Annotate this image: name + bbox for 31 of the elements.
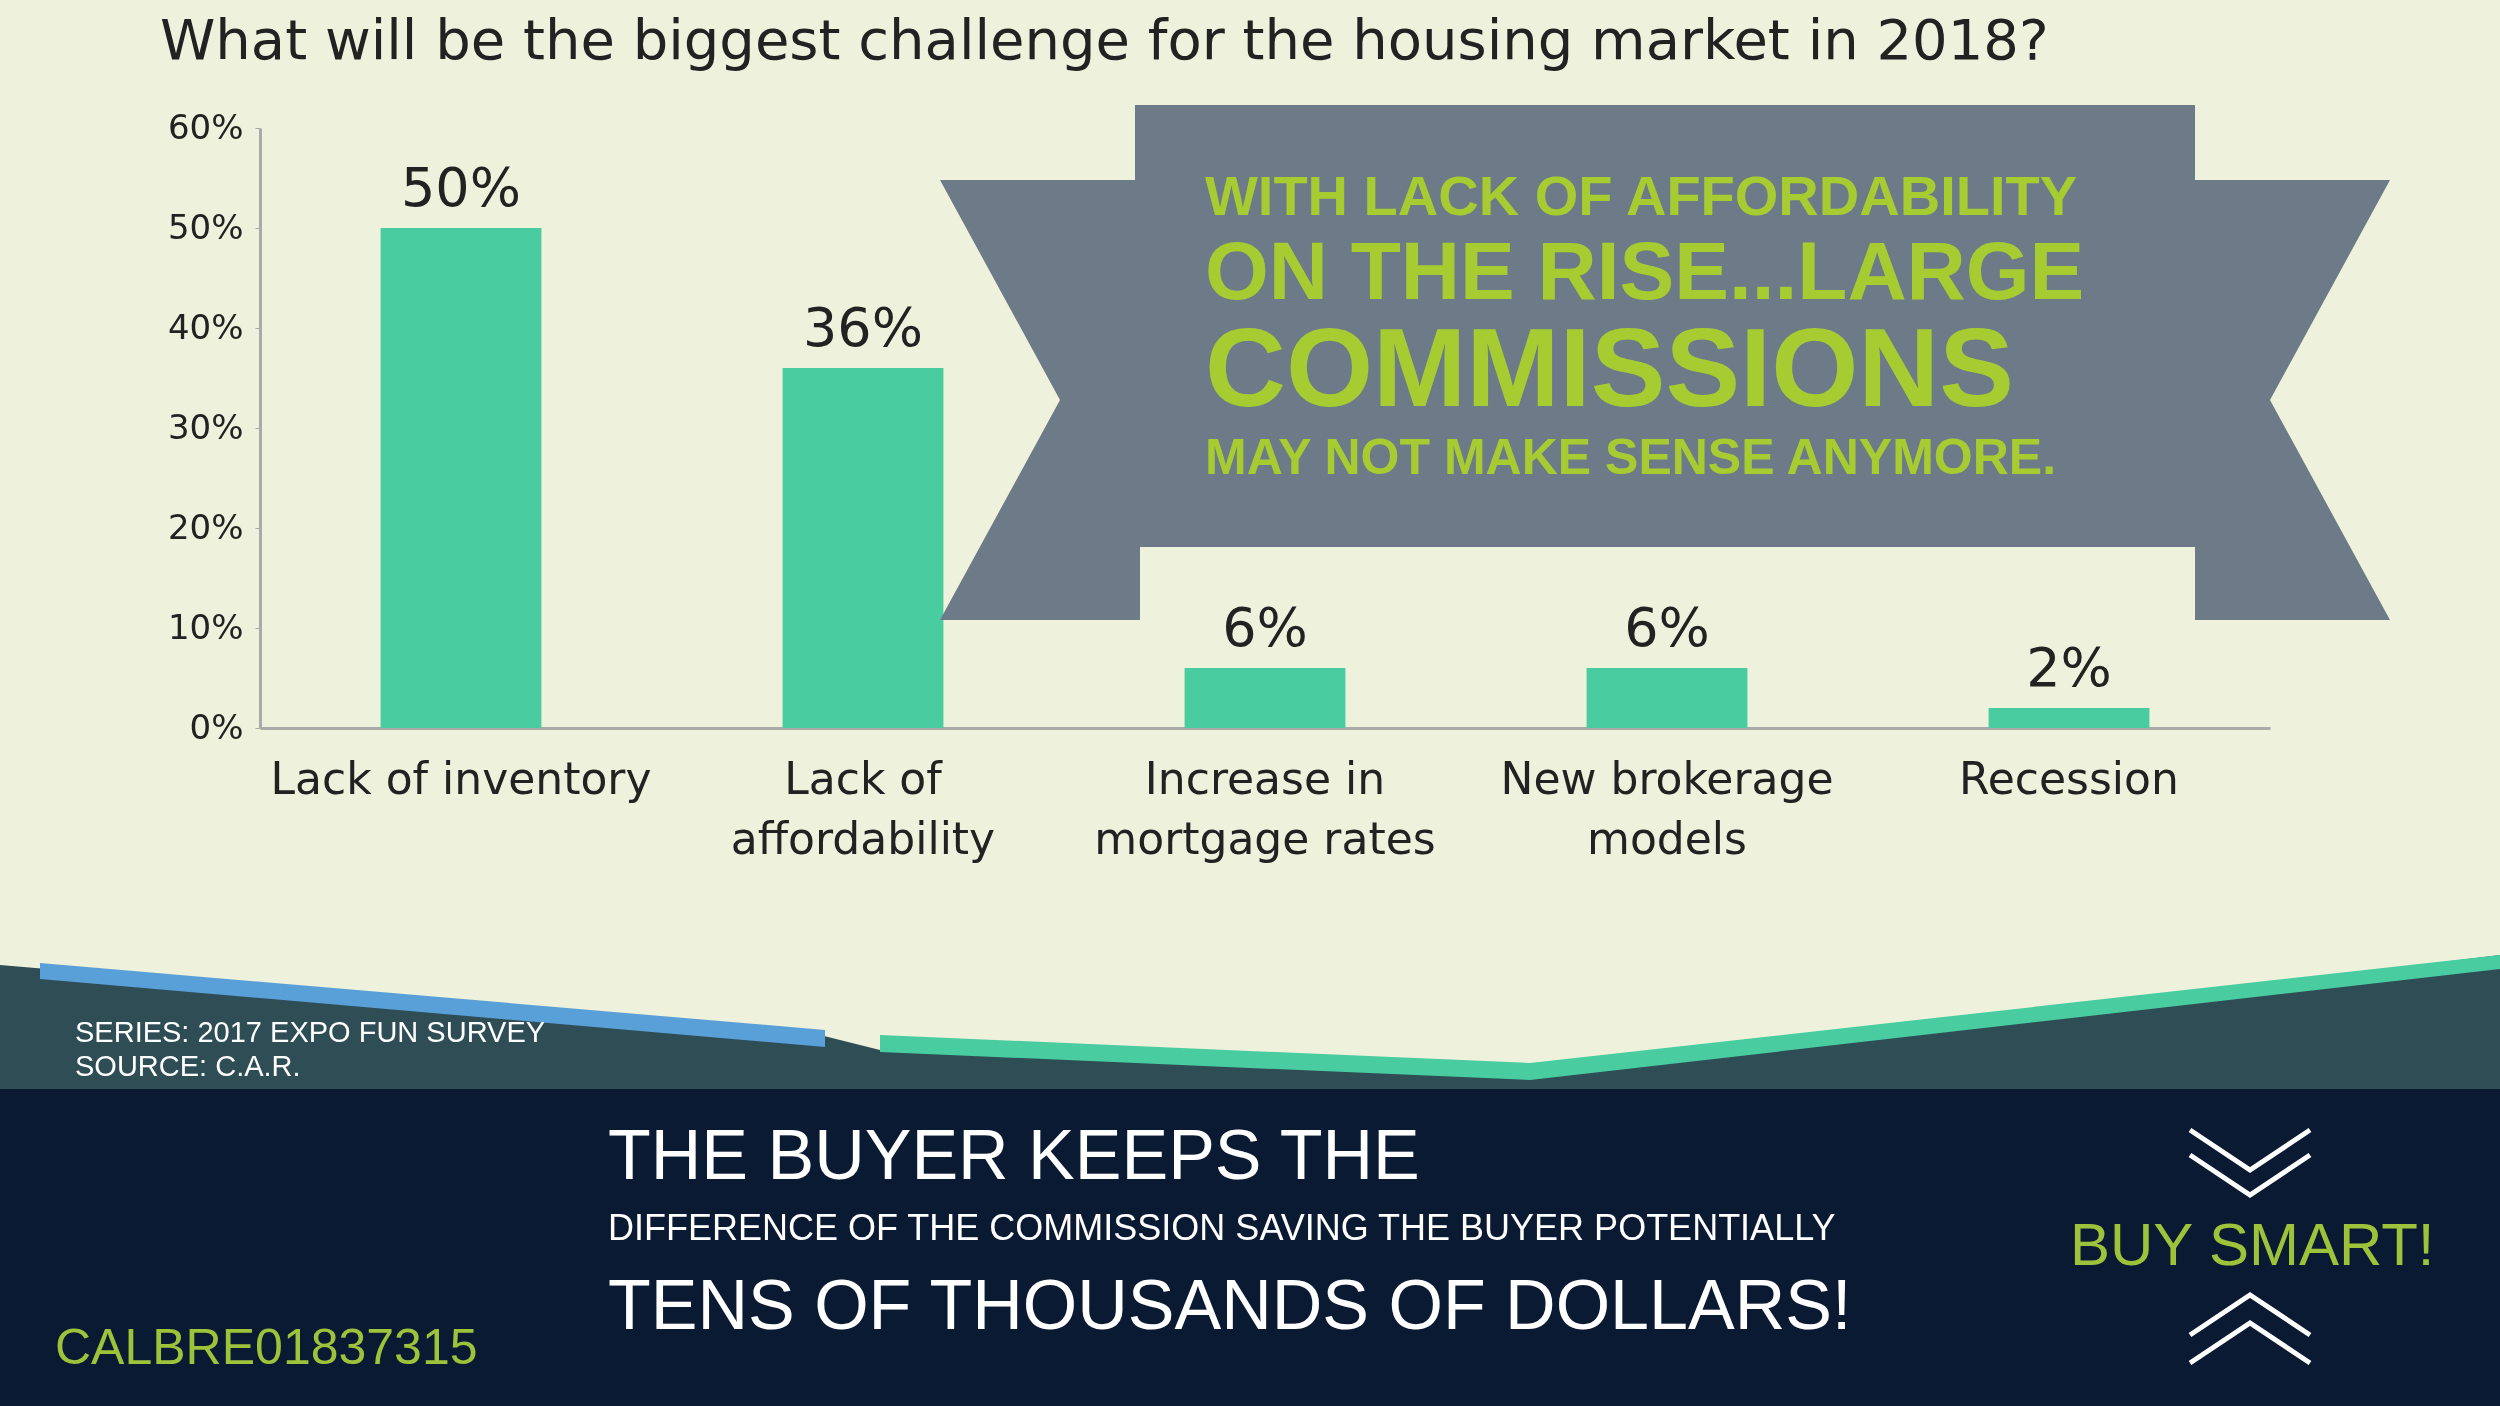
source-note: SOURCE: C.A.R.	[75, 1050, 301, 1082]
bar	[1988, 708, 2150, 728]
annotation: MAY NOT MAKE SENSE ANYMORE.	[1205, 429, 2057, 485]
x-tick-label: Increase in mortgage rates	[1094, 752, 1436, 864]
chart-title: What will be the biggest challenge for the housing market in 2018?	[160, 7, 2049, 72]
text: DIFFERENCE OF THE COMMISSION SAVING THE BUYER POTENTIALLY	[608, 1207, 1836, 1248]
bar	[380, 228, 542, 728]
text: BUY SMART!	[2070, 1211, 2435, 1278]
bar	[1184, 668, 1346, 728]
y-tick-label: 10%	[167, 606, 244, 647]
data-label: 6%	[1624, 596, 1710, 659]
y-tick-label: 50%	[167, 206, 244, 247]
data-label: 2%	[2026, 636, 2112, 699]
y-tick-label: 0%	[189, 706, 244, 747]
x-tick-label: Lack of affordability	[730, 752, 996, 864]
y-tick-label: 60%	[167, 106, 244, 147]
text: SERIES: 2017 EXPO FUN SURVEY	[75, 1016, 546, 1048]
x-tick-label: Lack of inventory	[270, 752, 652, 804]
text: TENS OF THOUSANDS OF DOLLARS!	[608, 1266, 1852, 1344]
data-label: 6%	[1222, 596, 1308, 659]
data-label: 36%	[802, 296, 924, 359]
x-tick-label: New brokerage models	[1500, 752, 1834, 864]
annotation: WITH LACK OF AFFORDABILITY	[1205, 164, 2078, 227]
text: THE BUYER KEEPS THE	[608, 1116, 1420, 1194]
y-tick-label: 30%	[167, 406, 244, 447]
data-label: 50%	[400, 156, 522, 219]
text: CALBRE01837315	[55, 1319, 478, 1375]
y-tick-label: 40%	[167, 306, 244, 347]
x-tick-label: Recession	[1959, 752, 2179, 804]
y-tick-label: 20%	[167, 506, 244, 547]
bar	[1586, 668, 1748, 728]
